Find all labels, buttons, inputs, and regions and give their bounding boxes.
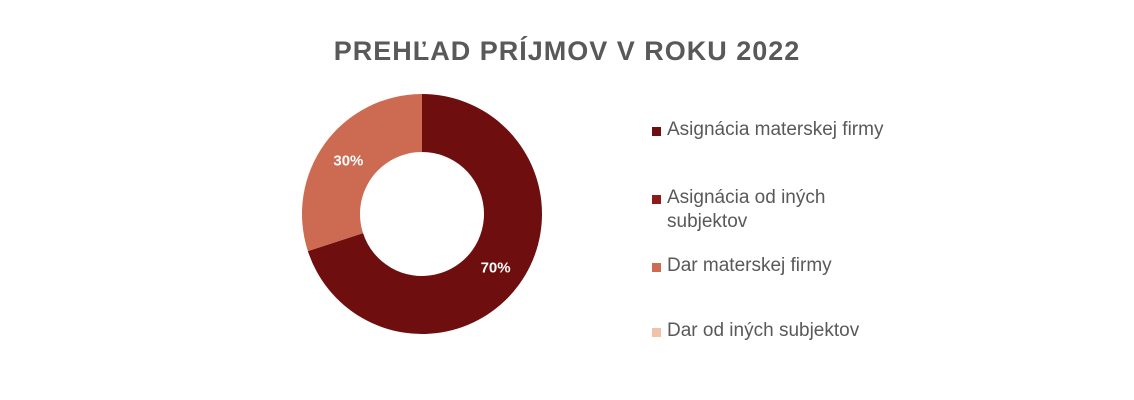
chart-title: PREHĽAD PRÍJMOV V ROKU 2022: [333, 36, 801, 66]
slice-data-label-2: 30%: [333, 153, 363, 170]
slice-data-label-0: 70%: [481, 259, 511, 276]
legend-label-2: Dar materskej firmy: [667, 255, 832, 276]
donut-slice-0: [307, 94, 542, 334]
legend-item-3: Dar od iných subjektov: [652, 319, 907, 343]
donut-slices: [302, 94, 542, 334]
legend-label-3: Dar od iných subjektov: [667, 320, 860, 341]
legend-item-0: Asignácia materskej firmy: [652, 118, 907, 142]
legend-item-2: Dar materskej firmy: [652, 254, 907, 278]
legend-swatch-1: [652, 195, 661, 204]
legend-label-0: Asignácia materskej firmy: [667, 119, 884, 140]
legend-swatch-0: [652, 127, 661, 136]
legend-swatch-2: [652, 263, 661, 272]
donut-slice-2: [302, 94, 422, 252]
legend-swatch-3: [652, 328, 661, 337]
donut-slice-labels: 70% 30%: [333, 153, 510, 277]
legend-label-1: Asignácia od iných subjektov: [667, 187, 826, 232]
legend-item-1: Asignácia od iných subjektov: [652, 186, 867, 234]
